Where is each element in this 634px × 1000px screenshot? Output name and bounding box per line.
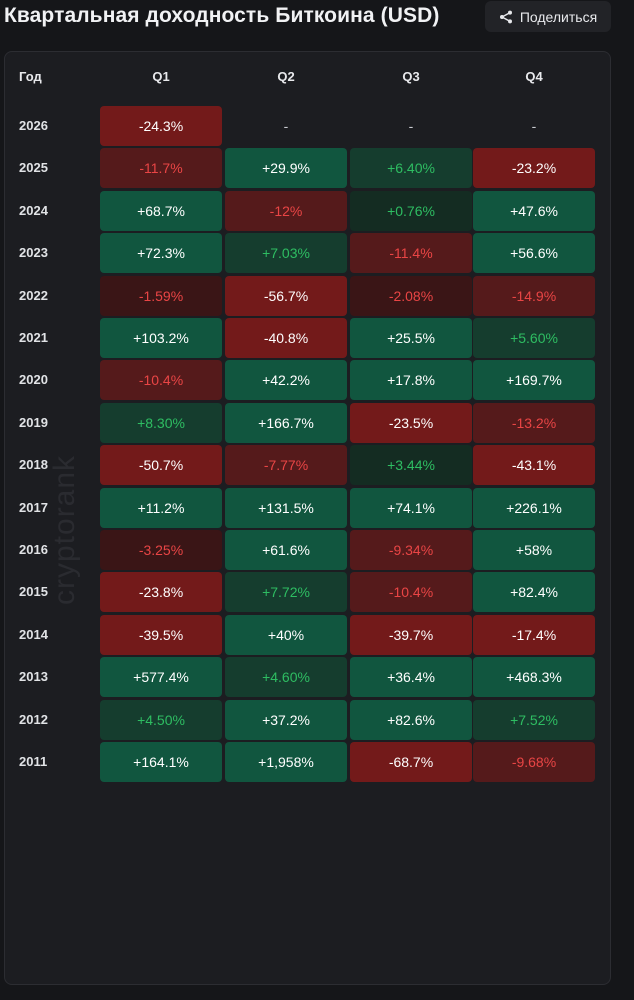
return-cell-q1: +8.30% (100, 403, 222, 443)
column-header-q1: Q1 (152, 69, 170, 84)
return-cell-q4: +7.52% (473, 700, 595, 740)
row-year-label: 2015 (19, 584, 48, 599)
return-cell-q4: +5.60% (473, 318, 595, 358)
return-cell-q1: -10.4% (100, 360, 222, 400)
return-cell-q3: +0.76% (350, 191, 472, 231)
return-cell-q3: -2.08% (350, 276, 472, 316)
return-cell-q1: +164.1% (100, 742, 222, 782)
return-cell-q4: -9.68% (473, 742, 595, 782)
return-cell-q2: +4.60% (225, 657, 347, 697)
return-cell-q2: -12% (225, 191, 347, 231)
return-cell-q2: +42.2% (225, 360, 347, 400)
return-cell-q3: +6.40% (350, 148, 472, 188)
return-cell-q1: -11.7% (100, 148, 222, 188)
return-cell-q3: -11.4% (350, 233, 472, 273)
return-cell-q4: +47.6% (473, 191, 595, 231)
return-cell-q2: -40.8% (225, 318, 347, 358)
row-year-label: 2018 (19, 457, 48, 472)
row-year-label: 2013 (19, 669, 48, 684)
return-cell-q2: -7.77% (225, 445, 347, 485)
row-year-label: 2026 (19, 118, 48, 133)
row-year-label: 2021 (19, 330, 48, 345)
row-year-label: 2017 (19, 500, 48, 515)
return-cell-q2: +7.72% (225, 572, 347, 612)
return-cell-q3: +25.5% (350, 318, 472, 358)
row-year-label: 2025 (19, 160, 48, 175)
return-cell-q3: -39.7% (350, 615, 472, 655)
return-cell-q2: +29.9% (225, 148, 347, 188)
return-cell-q2: - (283, 118, 289, 134)
return-cell-q4: -14.9% (473, 276, 595, 316)
return-cell-q2: +40% (225, 615, 347, 655)
return-cell-q1: +103.2% (100, 318, 222, 358)
row-year-label: 2011 (19, 754, 48, 769)
return-cell-q1: +577.4% (100, 657, 222, 697)
return-cell-q2: +37.2% (225, 700, 347, 740)
return-cell-q3: +3.44% (350, 445, 472, 485)
row-year-label: 2012 (19, 712, 48, 727)
return-cell-q4: -13.2% (473, 403, 595, 443)
return-cell-q2: +7.03% (225, 233, 347, 273)
return-cell-q1: +72.3% (100, 233, 222, 273)
column-header-q2: Q2 (277, 69, 295, 84)
return-cell-q4: +58% (473, 530, 595, 570)
return-cell-q1: -50.7% (100, 445, 222, 485)
return-cell-q4: -23.2% (473, 148, 595, 188)
return-cell-q4: -43.1% (473, 445, 595, 485)
return-cell-q3: +36.4% (350, 657, 472, 697)
return-cell-q3: -68.7% (350, 742, 472, 782)
share-button-label: Поделиться (519, 8, 598, 25)
share-button[interactable]: Поделиться (485, 1, 611, 32)
row-year-label: 2014 (19, 627, 48, 642)
return-cell-q1: -39.5% (100, 615, 222, 655)
return-cell-q1: -3.25% (100, 530, 222, 570)
row-year-label: 2016 (19, 542, 48, 557)
return-cell-q1: -23.8% (100, 572, 222, 612)
return-cell-q2: +131.5% (225, 488, 347, 528)
return-cell-q4: +56.6% (473, 233, 595, 273)
row-year-label: 2022 (19, 288, 48, 303)
return-cell-q3: +82.6% (350, 700, 472, 740)
share-icon (499, 10, 513, 24)
row-year-label: 2023 (19, 245, 48, 260)
return-cell-q1: +11.2% (100, 488, 222, 528)
page-title: Квартальная доходность Биткоина (USD) (4, 4, 440, 27)
return-cell-q3: +74.1% (350, 488, 472, 528)
return-cell-q4: +226.1% (473, 488, 595, 528)
return-cell-q1: +68.7% (100, 191, 222, 231)
column-header-year: Год (19, 69, 42, 84)
return-cell-q4: +169.7% (473, 360, 595, 400)
return-cell-q2: +61.6% (225, 530, 347, 570)
return-cell-q2: -56.7% (225, 276, 347, 316)
return-cell-q1: -1.59% (100, 276, 222, 316)
return-cell-q3: -9.34% (350, 530, 472, 570)
return-cell-q2: +166.7% (225, 403, 347, 443)
return-cell-q3: -23.5% (350, 403, 472, 443)
return-cell-q2: +1,958% (225, 742, 347, 782)
return-cell-q4: +82.4% (473, 572, 595, 612)
return-cell-q4: -17.4% (473, 615, 595, 655)
column-header-q3: Q3 (402, 69, 420, 84)
return-cell-q1: +4.50% (100, 700, 222, 740)
column-header-q4: Q4 (525, 69, 543, 84)
row-year-label: 2019 (19, 415, 48, 430)
row-year-label: 2024 (19, 203, 48, 218)
return-cell-q4: - (531, 118, 537, 134)
return-cell-q3: -10.4% (350, 572, 472, 612)
return-cell-q1: -24.3% (100, 106, 222, 146)
return-cell-q3: +17.8% (350, 360, 472, 400)
return-cell-q4: +468.3% (473, 657, 595, 697)
row-year-label: 2020 (19, 372, 48, 387)
return-cell-q3: - (408, 118, 414, 134)
